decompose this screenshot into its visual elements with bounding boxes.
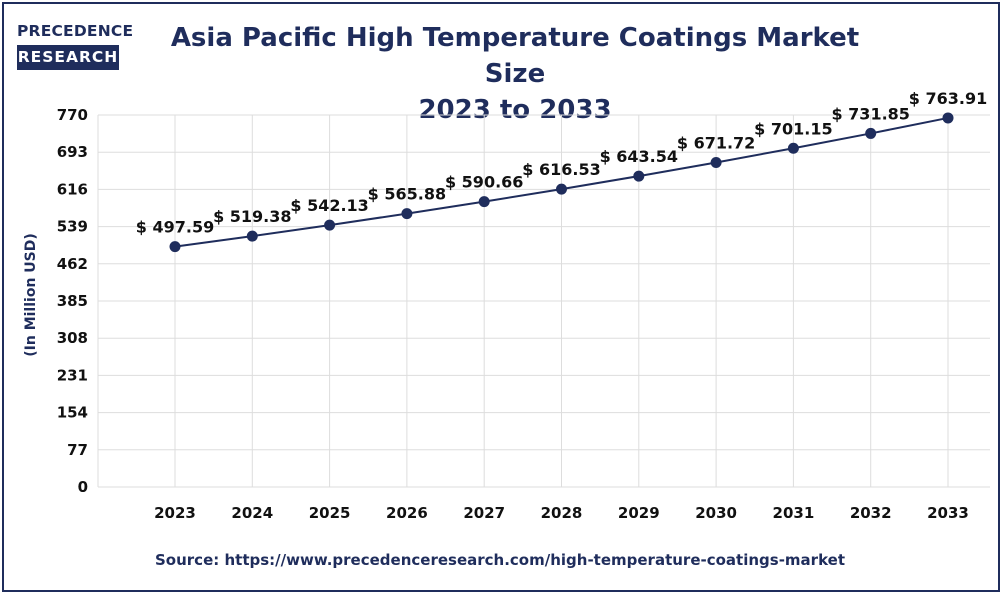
data-label: $ 731.85: [831, 104, 909, 123]
y-tick-label: 462: [57, 255, 88, 273]
data-label: $ 671.72: [677, 133, 755, 152]
data-label: $ 590.66: [445, 173, 523, 192]
data-series: [169, 112, 954, 253]
y-tick-label: 77: [67, 441, 88, 459]
y-tick-label: 693: [57, 143, 88, 161]
data-label: $ 763.91: [909, 89, 987, 108]
y-axis-label: (In Million USD): [23, 233, 39, 357]
data-label: $ 519.38: [213, 207, 291, 226]
chart-title-line-1: Asia Pacific High Temperature Coatings M…: [170, 23, 860, 89]
y-tick-label: 539: [57, 218, 88, 236]
data-label: $ 497.59: [136, 218, 214, 237]
data-label: $ 643.54: [600, 147, 678, 166]
data-label: $ 616.53: [522, 160, 600, 179]
x-tick-label: 2024: [231, 504, 273, 522]
data-label: $ 701.15: [754, 119, 832, 138]
x-tick-label: 2028: [541, 504, 583, 522]
x-tick-label: 2032: [850, 504, 892, 522]
logo-line-2: RESEARCH: [17, 45, 119, 70]
x-tick-label: 2023: [154, 504, 196, 522]
data-point: [865, 127, 877, 139]
y-tick-label: 385: [57, 292, 88, 310]
y-tick-label: 770: [57, 106, 88, 124]
chart-title-line-2: 2023 to 2033: [418, 95, 612, 125]
x-tick-label: 2027: [463, 504, 505, 522]
data-point: [787, 142, 799, 154]
x-tick-label: 2029: [618, 504, 660, 522]
y-tick-label: 231: [57, 366, 88, 384]
data-point: [246, 230, 258, 242]
data-label: $ 565.88: [368, 185, 446, 204]
data-point: [710, 156, 722, 168]
x-tick-label: 2030: [695, 504, 737, 522]
y-tick-label: 308: [57, 329, 88, 347]
data-point: [478, 196, 490, 208]
data-point: [169, 241, 181, 253]
x-tick-label: 2026: [386, 504, 428, 522]
data-labels: $ 497.59$ 519.38$ 542.13$ 565.88$ 590.66…: [136, 89, 987, 237]
y-tick-label: 616: [57, 180, 88, 198]
data-label: $ 542.13: [290, 196, 368, 215]
brand-logo: PRECEDENCE RESEARCH: [17, 18, 134, 72]
data-point: [324, 219, 336, 231]
x-tick-label: 2033: [927, 504, 969, 522]
y-tick-label: 154: [57, 404, 88, 422]
data-point: [401, 208, 413, 220]
x-tick-label: 2031: [773, 504, 815, 522]
y-tick-label: 0: [78, 478, 88, 496]
y-axis-ticks: 0 77 154 231 308 385 462 539 616 693 770: [57, 106, 88, 496]
x-tick-label: 2025: [309, 504, 351, 522]
data-point: [942, 112, 954, 124]
source-note: Source: https://www.precedenceresearch.c…: [0, 551, 1000, 569]
source-text: Source: https://www.precedenceresearch.c…: [155, 551, 845, 569]
chart-title: Asia Pacific High Temperature Coatings M…: [150, 20, 880, 128]
data-point: [633, 170, 645, 182]
logo-line-1: PRECEDENCE: [17, 22, 134, 40]
data-point: [556, 183, 567, 195]
x-axis-ticks: 2023 2024 2025 2026 2027 2028 2029 2030 2031 2032…: [154, 504, 969, 522]
